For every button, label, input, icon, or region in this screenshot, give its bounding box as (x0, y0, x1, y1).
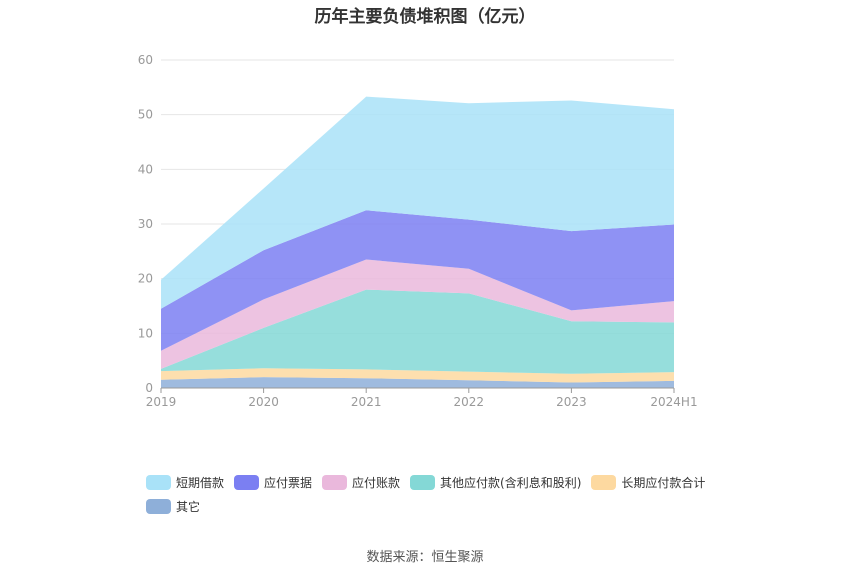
axes: 0 10 20 30 40 50 60 2019 2020 2021 2022 2023 2024H1 (138, 53, 698, 409)
legend-label: 长期应付款合计 (621, 475, 706, 490)
area-series-其它 (161, 377, 674, 388)
y-tick-label: 30 (138, 217, 153, 231)
area-series-其他应付款(含利息和股利) (161, 289, 674, 374)
legend-swatch (322, 474, 348, 490)
legend-swatch (146, 498, 171, 514)
area-series (161, 96, 674, 388)
legend-item[interactable]: 应付票据 (234, 474, 312, 490)
x-tick-label: 2020 (248, 395, 279, 409)
y-tick-label: 0 (145, 381, 153, 395)
area-series-应付账款 (161, 259, 674, 369)
x-tick-label: 2023 (556, 395, 587, 409)
x-tick-label: 2022 (454, 395, 485, 409)
legend-swatch (146, 474, 171, 490)
y-tick-label: 20 (138, 272, 153, 286)
area-series-长期应付款合计 (161, 368, 674, 383)
legend-label: 其他应付款(含利息和股利) (440, 475, 582, 490)
legend-item[interactable]: 应付账款 (322, 474, 400, 490)
chart-title: 历年主要负债堆积图（亿元） (314, 7, 536, 27)
legend: 短期借款 应付票据 应付账款 其他应付款(含利息和股利) 长期应付款合计其它 (146, 474, 746, 522)
y-tick-label: 40 (138, 162, 153, 176)
area-series-短期借款 (161, 96, 674, 309)
x-tick-label: 2019 (146, 395, 177, 409)
stacked-area-chart: 0 10 20 30 40 50 60 2019 2020 2021 2022 2023 2024H1 (138, 53, 698, 409)
data-source-note: 数据来源：恒生聚源 (366, 550, 484, 565)
legend-label: 应付账款 (352, 475, 401, 490)
x-tick-label: 2021 (351, 395, 382, 409)
legend-label: 短期借款 (176, 475, 225, 490)
legend-label: 应付票据 (264, 475, 313, 490)
legend-item[interactable]: 短期借款 (146, 474, 224, 490)
y-tick-label: 60 (138, 53, 153, 67)
y-tick-label: 50 (138, 108, 153, 122)
legend-item[interactable]: 其它 (146, 498, 200, 514)
area-series-应付票据 (161, 210, 674, 351)
legend-item[interactable]: 长期应付款合计 (591, 474, 705, 490)
legend-label: 其它 (176, 499, 201, 514)
legend-swatch (591, 474, 617, 490)
legend-swatch (410, 474, 436, 490)
legend-item[interactable]: 其他应付款(含利息和股利) (410, 474, 581, 490)
x-tick-label: 2024H1 (650, 395, 697, 409)
y-tick-label: 10 (138, 326, 153, 340)
legend-swatch (234, 474, 260, 490)
